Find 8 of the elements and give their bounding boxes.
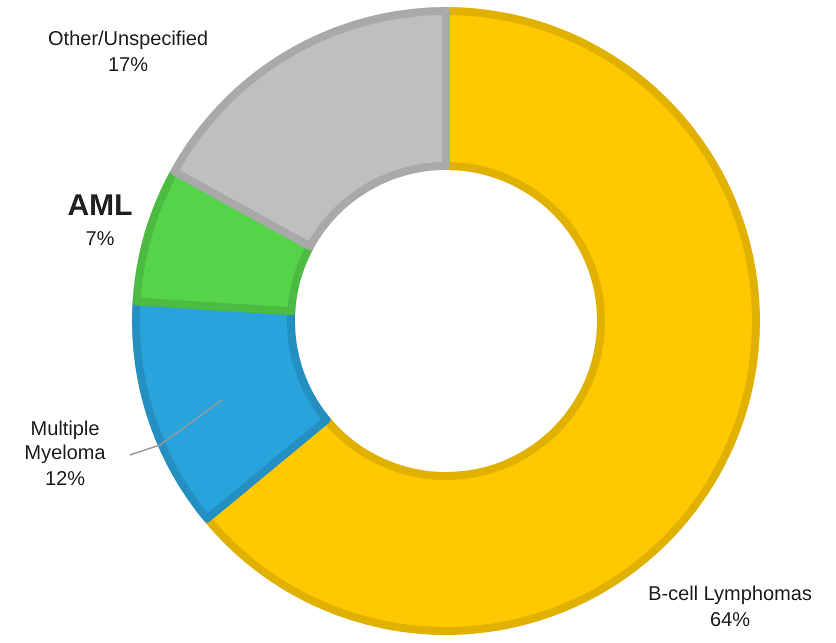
slice-label: AML <box>68 189 132 222</box>
data-label: 12% <box>44 468 86 490</box>
data-label: 17% <box>108 54 148 76</box>
slice-label: B-cell Lymphomas <box>648 583 812 605</box>
slice-label: Other/Unspecified <box>48 28 208 50</box>
data-label: 64% <box>710 609 750 631</box>
slice-label: Multiple Myeloma <box>24 418 106 464</box>
data-label: 7% <box>86 228 115 250</box>
